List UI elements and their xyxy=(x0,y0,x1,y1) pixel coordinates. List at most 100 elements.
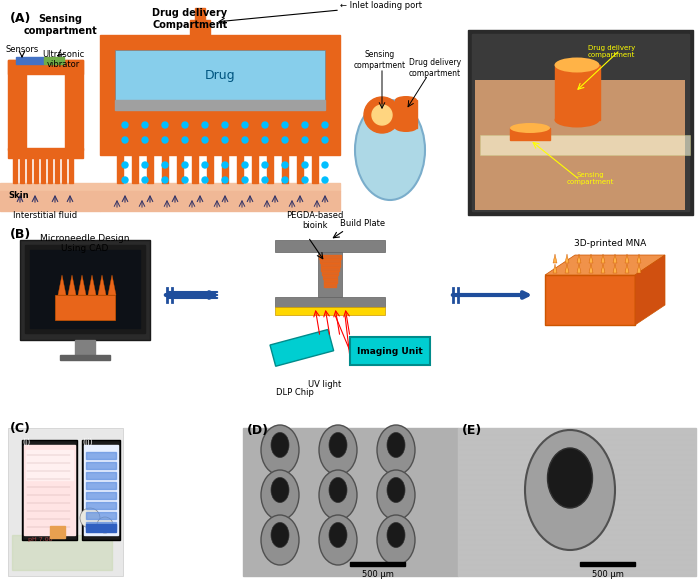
Bar xyxy=(86,452,116,459)
Circle shape xyxy=(302,177,308,183)
Bar xyxy=(320,259,340,263)
Circle shape xyxy=(282,137,288,143)
Bar xyxy=(275,307,385,315)
Circle shape xyxy=(122,122,128,128)
Bar xyxy=(12,535,112,570)
Bar xyxy=(282,155,288,183)
Ellipse shape xyxy=(387,477,405,502)
Ellipse shape xyxy=(329,522,347,548)
Text: Drug delivery
compartment: Drug delivery compartment xyxy=(409,58,461,77)
Ellipse shape xyxy=(261,470,299,520)
Bar xyxy=(115,50,325,100)
Bar xyxy=(177,155,183,183)
Bar xyxy=(0,418,700,587)
Circle shape xyxy=(282,122,288,128)
Bar xyxy=(270,329,334,366)
Bar xyxy=(267,155,273,183)
Circle shape xyxy=(182,162,188,168)
Bar xyxy=(100,35,340,155)
Bar xyxy=(20,240,150,340)
Text: 500 μm: 500 μm xyxy=(362,570,394,579)
Text: Sensing
compartment: Sensing compartment xyxy=(566,172,614,185)
Bar xyxy=(480,135,690,155)
Text: (i): (i) xyxy=(22,438,30,447)
Ellipse shape xyxy=(319,515,357,565)
Bar xyxy=(323,275,337,279)
Bar xyxy=(86,524,116,532)
Bar xyxy=(319,255,341,259)
Text: Build Plate: Build Plate xyxy=(340,219,385,228)
Bar xyxy=(190,20,210,35)
Text: Sensing
compartment: Sensing compartment xyxy=(354,50,406,70)
Polygon shape xyxy=(635,255,665,325)
Text: (B): (B) xyxy=(10,228,32,241)
Circle shape xyxy=(142,137,148,143)
Bar xyxy=(0,218,700,418)
Text: Ultrasonic
vibrator: Ultrasonic vibrator xyxy=(42,50,84,69)
Circle shape xyxy=(302,122,308,128)
Circle shape xyxy=(282,177,288,183)
Ellipse shape xyxy=(554,58,599,73)
Bar xyxy=(195,8,205,20)
Polygon shape xyxy=(78,275,86,295)
Polygon shape xyxy=(88,275,96,295)
Text: Imaging Unit: Imaging Unit xyxy=(357,346,423,356)
Ellipse shape xyxy=(329,433,347,457)
Ellipse shape xyxy=(261,425,299,475)
Circle shape xyxy=(364,97,400,133)
Bar xyxy=(86,522,116,529)
Polygon shape xyxy=(577,264,581,273)
Text: (D): (D) xyxy=(247,424,269,437)
Bar xyxy=(472,34,689,211)
Ellipse shape xyxy=(271,477,289,502)
Circle shape xyxy=(122,137,128,143)
Text: (ii): (ii) xyxy=(82,438,92,447)
Bar xyxy=(252,155,258,183)
Circle shape xyxy=(97,517,113,533)
Bar xyxy=(318,252,342,297)
Polygon shape xyxy=(577,254,581,263)
Circle shape xyxy=(262,122,268,128)
Circle shape xyxy=(242,177,248,183)
Bar xyxy=(297,155,303,183)
Circle shape xyxy=(142,122,148,128)
Text: Drug: Drug xyxy=(204,69,235,83)
Text: Drug delivery
Compartment: Drug delivery Compartment xyxy=(153,8,228,29)
Bar xyxy=(207,155,213,183)
Bar xyxy=(86,512,116,519)
Bar xyxy=(100,191,340,211)
Text: DLP Chip: DLP Chip xyxy=(276,388,314,397)
Bar xyxy=(324,283,336,287)
Circle shape xyxy=(162,162,168,168)
Bar xyxy=(30,250,140,328)
Circle shape xyxy=(142,177,148,183)
Bar xyxy=(22,440,77,540)
Bar xyxy=(0,191,100,211)
Circle shape xyxy=(142,162,148,168)
Circle shape xyxy=(122,162,128,168)
Polygon shape xyxy=(625,254,629,263)
Bar xyxy=(243,428,458,576)
Bar xyxy=(86,502,116,509)
Circle shape xyxy=(372,105,392,125)
Polygon shape xyxy=(589,264,593,273)
Bar xyxy=(545,275,635,325)
Bar xyxy=(55,295,115,320)
Text: ← Inlet loading port: ← Inlet loading port xyxy=(340,2,422,11)
Bar xyxy=(65,60,83,150)
Circle shape xyxy=(202,162,208,168)
Polygon shape xyxy=(637,254,641,263)
Circle shape xyxy=(182,122,188,128)
Bar xyxy=(237,155,243,183)
Bar xyxy=(322,271,338,275)
Circle shape xyxy=(282,162,288,168)
Circle shape xyxy=(182,177,188,183)
Polygon shape xyxy=(637,264,641,273)
Polygon shape xyxy=(475,80,685,210)
Polygon shape xyxy=(108,275,116,295)
Polygon shape xyxy=(601,254,605,263)
Bar xyxy=(117,155,123,183)
Circle shape xyxy=(262,177,268,183)
Ellipse shape xyxy=(319,425,357,475)
Text: Interstitial fluid: Interstitial fluid xyxy=(13,211,77,220)
